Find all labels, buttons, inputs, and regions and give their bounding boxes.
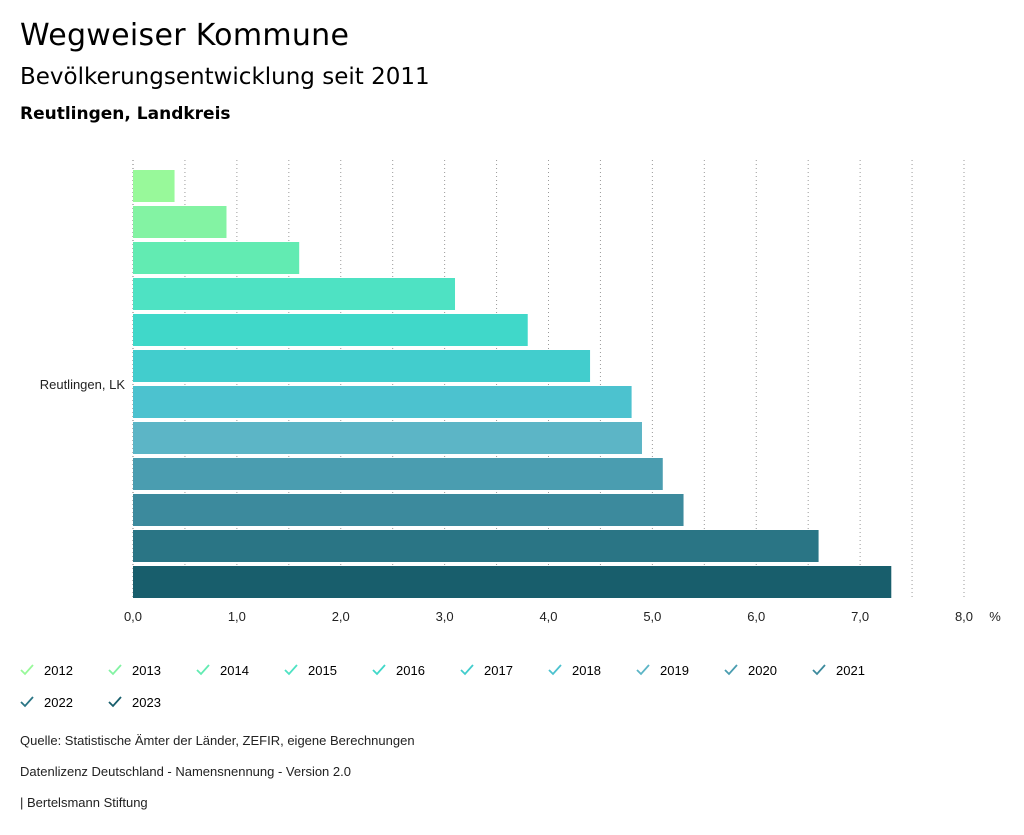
checkmark-icon — [460, 664, 474, 676]
legend-item-2017[interactable]: 2017 — [460, 660, 513, 680]
legend-label: 2015 — [308, 662, 337, 678]
checkmark-icon — [284, 664, 298, 676]
x-tick-label: 2,0 — [332, 609, 350, 624]
x-tick-label: 8,0 — [955, 609, 973, 624]
bar-2018[interactable] — [133, 386, 632, 418]
legend-item-2018[interactable]: 2018 — [548, 660, 601, 680]
bar-2013[interactable] — [133, 206, 227, 238]
credit-note: | Bertelsmann Stiftung — [20, 795, 148, 810]
bar-2014[interactable] — [133, 242, 300, 274]
checkmark-icon — [548, 664, 562, 676]
bar-2016[interactable] — [133, 314, 528, 346]
x-tick-label: 4,0 — [539, 609, 557, 624]
bar-chart: Reutlingen, LK 0,0 1,0 2,0 3,0 4,0 5,0 6,0 7,0 8,… — [40, 160, 1001, 624]
legend-item-2013[interactable]: 2013 — [108, 660, 161, 680]
x-tick-label: 7,0 — [851, 609, 869, 624]
checkmark-icon — [108, 696, 122, 708]
bar-2023[interactable] — [133, 566, 892, 598]
legend-label: 2020 — [748, 662, 777, 678]
checkmark-icon — [20, 664, 34, 676]
legend-item-2014[interactable]: 2014 — [196, 660, 249, 680]
legend-label: 2014 — [220, 662, 249, 678]
legend-label: 2018 — [572, 662, 601, 678]
x-unit-label: % — [989, 609, 1001, 624]
legend-label: 2022 — [44, 694, 73, 710]
license-note: Datenlizenz Deutschland - Namensnennung … — [20, 764, 351, 779]
legend-label: 2023 — [132, 694, 161, 710]
legend-item-2020[interactable]: 2020 — [724, 660, 777, 680]
legend-label: 2021 — [836, 662, 865, 678]
x-tick-label: 0,0 — [124, 609, 142, 624]
checkmark-icon — [372, 664, 386, 676]
checkmark-icon — [636, 664, 650, 676]
x-tick-label: 3,0 — [436, 609, 454, 624]
region-label: Reutlingen, Landkreis — [20, 104, 231, 124]
bar-2021[interactable] — [133, 494, 684, 526]
legend-label: 2013 — [132, 662, 161, 678]
legend-label: 2017 — [484, 662, 513, 678]
legend-label: 2016 — [396, 662, 425, 678]
legend-item-2023[interactable]: 2023 — [108, 692, 161, 712]
checkmark-icon — [108, 664, 122, 676]
bar-2012[interactable] — [133, 170, 175, 202]
legend-item-2019[interactable]: 2019 — [636, 660, 689, 680]
checkmark-icon — [724, 664, 738, 676]
bar-2019[interactable] — [133, 422, 642, 454]
checkmark-icon — [196, 664, 210, 676]
bar-2022[interactable] — [133, 530, 819, 562]
bar-2017[interactable] — [133, 350, 591, 382]
checkmark-icon — [812, 664, 826, 676]
category-label: Reutlingen, LK — [40, 377, 126, 392]
x-tick-label: 6,0 — [747, 609, 765, 624]
x-tick-label: 1,0 — [228, 609, 246, 624]
legend-item-2015[interactable]: 2015 — [284, 660, 337, 680]
legend-label: 2012 — [44, 662, 73, 678]
source-note: Quelle: Statistische Ämter der Länder, Z… — [20, 733, 415, 748]
legend-item-2022[interactable]: 2022 — [20, 692, 73, 712]
legend-item-2012[interactable]: 2012 — [20, 660, 73, 680]
bar-2020[interactable] — [133, 458, 663, 490]
legend-item-2021[interactable]: 2021 — [812, 660, 865, 680]
checkmark-icon — [20, 696, 34, 708]
page-title: Wegweiser Kommune — [20, 18, 350, 53]
x-tick-label: 5,0 — [643, 609, 661, 624]
chart-subtitle: Bevölkerungsentwicklung seit 2011 — [20, 64, 430, 90]
legend-label: 2019 — [660, 662, 689, 678]
legend-item-2016[interactable]: 2016 — [372, 660, 425, 680]
bar-2015[interactable] — [133, 278, 456, 310]
